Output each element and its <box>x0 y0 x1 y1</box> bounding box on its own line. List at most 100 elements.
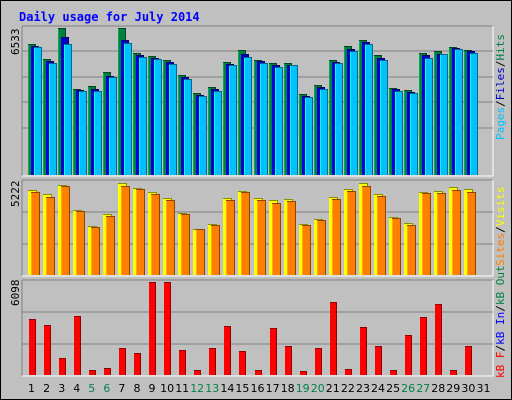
bar-sites-day-11 <box>181 214 190 275</box>
bar-highlight <box>392 218 393 275</box>
bar-highlight <box>164 282 165 375</box>
bar-highlight <box>49 63 50 175</box>
bar-highlight <box>74 316 75 375</box>
bar-sites-day-7 <box>121 186 130 275</box>
bar-top-edge <box>392 89 400 90</box>
bar-kbytes-day-30 <box>465 346 472 375</box>
bar-top-edge <box>362 42 370 43</box>
bar-shadow <box>84 211 85 275</box>
bar-top-edge <box>269 63 277 64</box>
bar-top-edge <box>434 51 442 52</box>
bar-highlight <box>315 348 316 375</box>
bar-shadow <box>415 225 416 275</box>
bar-top-edge <box>73 210 82 211</box>
bar-shadow <box>432 58 433 175</box>
bar-top-edge <box>241 54 249 55</box>
bar-highlight <box>374 55 375 175</box>
bar-fill <box>410 93 418 175</box>
bar-fill <box>365 44 373 175</box>
bar-kbytes-day-22 <box>345 369 352 375</box>
bar-pages-day-16 <box>260 63 268 175</box>
bar-shadow <box>291 346 292 375</box>
bar-kbytes-day-28 <box>435 304 442 375</box>
bar-top-edge <box>420 317 427 318</box>
bar-highlight <box>437 54 438 175</box>
bar-kbytes-day-27 <box>420 317 427 375</box>
bar-kbytes-day-8 <box>134 353 141 375</box>
legend-sep-5: / <box>494 305 507 312</box>
bar-top-edge <box>223 198 232 199</box>
bar-sites-day-13 <box>211 225 220 275</box>
bar-sites-day-5 <box>91 227 100 275</box>
bars-kbytes <box>22 282 493 375</box>
bar-highlight <box>46 61 47 175</box>
bar-highlight <box>335 63 336 175</box>
legend-kbf: kB F <box>494 352 507 379</box>
bar-highlight <box>302 225 303 275</box>
bar-highlight <box>467 192 468 275</box>
bar-highlight <box>272 203 273 275</box>
bar-shadow <box>456 370 457 375</box>
bar-highlight <box>134 353 135 375</box>
bar-top-edge <box>350 51 358 52</box>
bar-shadow <box>295 201 296 275</box>
bar-top-edge <box>136 189 145 190</box>
bar-top-edge <box>179 350 186 351</box>
bar-top-edge <box>270 328 277 329</box>
x-tick-label-day-18: 18 <box>281 382 295 395</box>
bar-fill <box>64 44 72 175</box>
bar-fill <box>302 225 311 275</box>
bar-shadow <box>35 319 36 375</box>
bar-highlight <box>302 96 303 175</box>
bar-top-edge <box>435 304 442 305</box>
bar-fill <box>305 97 313 175</box>
bar-shadow <box>312 97 313 175</box>
bar-top-edge <box>121 40 129 41</box>
bar-pages-day-27 <box>425 58 433 175</box>
bar-top-edge <box>239 351 246 352</box>
bar-highlight <box>330 302 331 375</box>
bar-top-edge <box>64 44 72 45</box>
bar-top-edge <box>257 61 265 62</box>
bar-highlight <box>254 60 255 175</box>
bar-sites-day-4 <box>76 211 85 275</box>
bar-shadow <box>471 346 472 375</box>
bar-top-edge <box>344 189 353 190</box>
bars-sites <box>22 183 493 275</box>
bar-fill <box>194 370 201 375</box>
bar-highlight <box>91 89 92 175</box>
bar-highlight <box>28 44 29 175</box>
bar-top-edge <box>470 53 478 54</box>
bar-pages-day-23 <box>365 44 373 175</box>
bar-shadow <box>155 282 156 375</box>
bar-top-edge <box>380 60 388 61</box>
bar-highlight <box>139 57 140 175</box>
bar-highlight <box>449 187 450 275</box>
bar-highlight <box>59 358 60 375</box>
bar-highlight <box>229 65 230 175</box>
bar-fill <box>405 335 412 375</box>
bar-highlight <box>124 43 125 175</box>
bar-highlight <box>329 60 330 175</box>
bar-sites-day-14 <box>226 200 235 275</box>
bar-pages-day-10 <box>169 64 177 175</box>
bar-fill <box>229 65 237 175</box>
bar-highlight <box>76 211 77 275</box>
bar-highlight <box>455 49 456 175</box>
bar-pages-day-22 <box>350 51 358 175</box>
bar-highlight <box>223 198 224 275</box>
bar-top-edge <box>136 55 144 56</box>
bar-highlight <box>44 325 45 375</box>
bar-highlight <box>332 62 333 175</box>
bar-kbytes-day-7 <box>119 348 126 375</box>
bar-sites-day-19 <box>302 225 311 275</box>
bar-pages-day-29 <box>455 49 463 175</box>
legend-hits-label: Hits <box>494 34 507 61</box>
bar-shadow <box>170 282 171 375</box>
bar-shadow <box>411 335 412 375</box>
bar-fill <box>467 192 476 275</box>
bar-top-edge <box>272 65 280 66</box>
bar-fill <box>241 192 250 275</box>
bar-fill <box>392 218 401 275</box>
